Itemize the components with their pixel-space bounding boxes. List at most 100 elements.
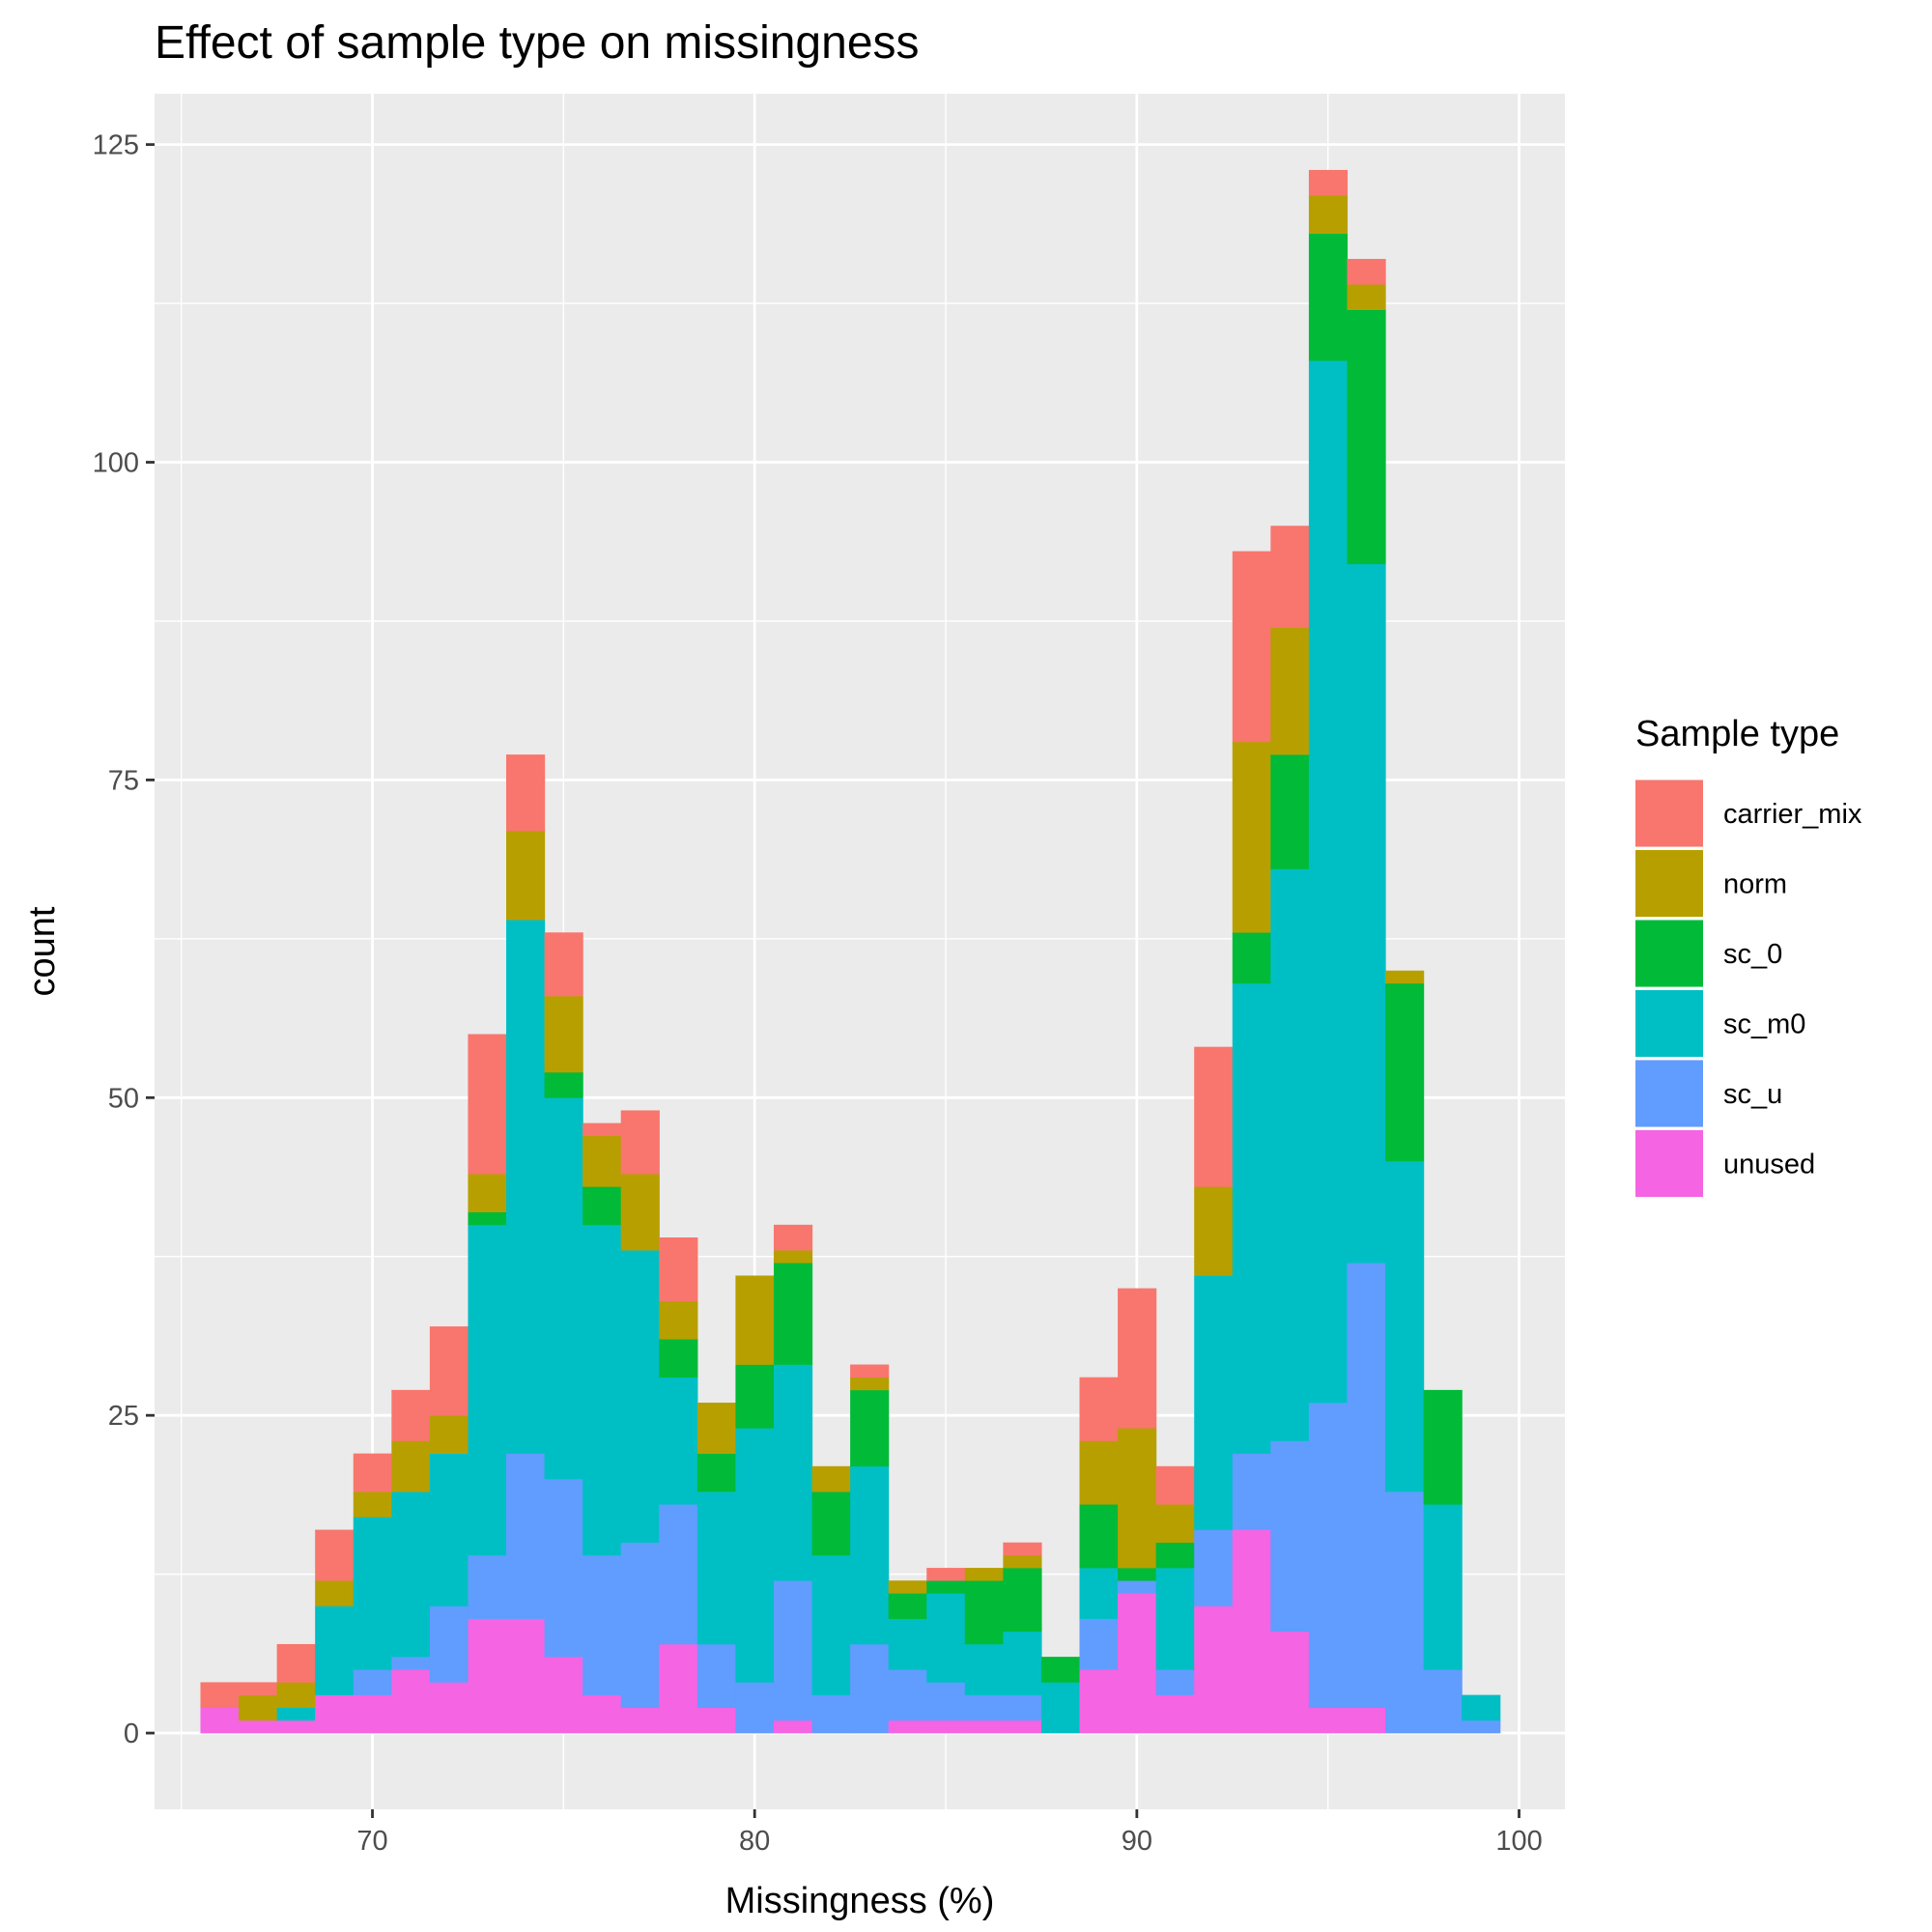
bar-segment-carrier_mix xyxy=(506,754,546,832)
bar-segment-sc_m0 xyxy=(735,1428,775,1683)
bar-segment-sc_u xyxy=(773,1580,813,1721)
bar-segment-norm xyxy=(773,1250,813,1264)
bar-segment-sc_u xyxy=(926,1682,966,1721)
bar-segment-sc_m0 xyxy=(315,1605,355,1695)
bar-segment-carrier_mix xyxy=(1079,1377,1119,1441)
bar-segment-sc_u xyxy=(1194,1529,1234,1606)
bar-segment-norm xyxy=(850,1377,890,1391)
bar-segment-carrier_mix xyxy=(315,1529,355,1581)
legend-label-sc_m0: sc_m0 xyxy=(1723,1009,1805,1040)
bar-segment-sc_u xyxy=(964,1694,1004,1721)
bar-segment-sc_u xyxy=(1232,1453,1271,1530)
bar-segment-norm xyxy=(1003,1554,1042,1569)
bar-segment-sc_u xyxy=(429,1605,469,1683)
bar-segment-sc_u xyxy=(1118,1580,1157,1594)
bar-segment-norm xyxy=(353,1492,392,1518)
bar-segment-unused xyxy=(1118,1593,1157,1734)
bar-segment-sc_u xyxy=(468,1554,507,1619)
bar-segment-unused xyxy=(1155,1694,1195,1734)
bar-segment-unused xyxy=(239,1719,278,1734)
bar-segment-sc_m0 xyxy=(1385,1161,1425,1492)
bar-segment-unused xyxy=(1347,1707,1386,1734)
y-tick-label: 125 xyxy=(93,130,139,161)
bar-segment-sc_u xyxy=(1079,1618,1119,1670)
bar-segment-sc_0 xyxy=(735,1364,775,1429)
bar-segment-unused xyxy=(1003,1719,1042,1734)
bar-segment-carrier_mix xyxy=(239,1682,278,1695)
bar-segment-unused xyxy=(1194,1605,1234,1734)
bar-segment-sc_0 xyxy=(1003,1568,1042,1633)
bar-segment-unused xyxy=(429,1682,469,1734)
bar-segment-carrier_mix xyxy=(850,1364,890,1378)
bar-segment-sc_m0 xyxy=(506,920,546,1454)
bar-segment-sc_u xyxy=(1308,1403,1349,1709)
bar-segment-sc_0 xyxy=(1079,1504,1119,1569)
bar-segment-norm xyxy=(1155,1504,1195,1544)
bar-segment-sc_0 xyxy=(544,1071,583,1098)
bar-segment-sc_m0 xyxy=(1079,1568,1119,1619)
bar-segment-unused xyxy=(315,1694,355,1734)
bar-segment-unused xyxy=(1232,1529,1271,1734)
bar-segment-sc_m0 xyxy=(1155,1568,1195,1670)
bar-segment-sc_u xyxy=(1347,1263,1386,1709)
bar-segment-sc_m0 xyxy=(696,1492,737,1645)
bar-segment-sc_0 xyxy=(1232,932,1271,984)
bar-segment-sc_0 xyxy=(1385,982,1425,1162)
y-tick-label: 75 xyxy=(108,765,139,796)
bar-segment-norm xyxy=(391,1440,431,1492)
bar-segment-sc_m0 xyxy=(964,1643,1004,1695)
bar-segment-sc_0 xyxy=(926,1580,966,1594)
bar-segment-unused xyxy=(200,1707,240,1734)
bar-segment-norm xyxy=(1118,1428,1157,1569)
bar-segment-sc_u xyxy=(1155,1669,1195,1695)
bar-segment-sc_u xyxy=(353,1669,392,1695)
legend-swatch-sc_m0 xyxy=(1635,990,1703,1057)
bar-segment-norm xyxy=(506,831,546,921)
bar-segment-unused xyxy=(1308,1707,1349,1734)
x-tick-label: 100 xyxy=(1495,1826,1542,1857)
bar-segment-carrier_mix xyxy=(1118,1288,1157,1429)
x-axis-title: Missingness (%) xyxy=(725,1881,995,1921)
bar-segment-norm xyxy=(315,1580,355,1606)
bar-segment-carrier_mix xyxy=(276,1643,316,1683)
bar-segment-sc_u xyxy=(582,1554,622,1695)
y-tick-label: 25 xyxy=(108,1401,139,1432)
bar-segment-unused xyxy=(620,1707,660,1734)
bar-segment-sc_m0 xyxy=(888,1618,927,1670)
legend-label-norm: norm xyxy=(1723,869,1787,900)
legend-swatch-norm xyxy=(1635,850,1703,917)
bar-segment-sc_m0 xyxy=(1270,868,1310,1441)
bar-segment-sc_u xyxy=(1385,1492,1425,1734)
bar-segment-unused xyxy=(276,1719,316,1734)
bar-segment-unused xyxy=(353,1694,392,1734)
bar-segment-sc_m0 xyxy=(1232,982,1271,1454)
bar-segment-norm xyxy=(1270,627,1310,755)
bar-segment-norm xyxy=(735,1275,775,1365)
bar-segment-carrier_mix xyxy=(1308,169,1349,196)
bar-segment-sc_0 xyxy=(1308,233,1349,361)
bar-segment-sc_u xyxy=(544,1478,583,1658)
bar-segment-unused xyxy=(391,1669,431,1734)
bar-segment-carrier_mix xyxy=(620,1110,660,1175)
legend-title: Sample type xyxy=(1635,714,1839,754)
bar-segment-unused xyxy=(696,1707,737,1734)
bar-segment-sc_m0 xyxy=(1347,563,1386,1264)
bar-segment-sc_u xyxy=(1423,1669,1463,1734)
bar-segment-norm xyxy=(888,1580,927,1594)
bar-segment-norm xyxy=(239,1694,278,1721)
bar-segment-carrier_mix xyxy=(1194,1046,1234,1187)
legend-swatch-sc_u xyxy=(1635,1060,1703,1127)
bar-segment-sc_0 xyxy=(1155,1542,1195,1569)
bar-segment-norm xyxy=(544,996,583,1073)
y-axis-title: count xyxy=(22,906,63,996)
bar-segment-sc_m0 xyxy=(1423,1504,1463,1670)
bar-segment-carrier_mix xyxy=(582,1122,622,1137)
bar-segment-unused xyxy=(888,1719,927,1734)
bars xyxy=(200,169,1501,1734)
bar-segment-sc_0 xyxy=(582,1186,622,1226)
bar-segment-sc_m0 xyxy=(850,1465,890,1645)
bar-segment-carrier_mix xyxy=(544,932,583,997)
bar-segment-unused xyxy=(964,1719,1004,1734)
